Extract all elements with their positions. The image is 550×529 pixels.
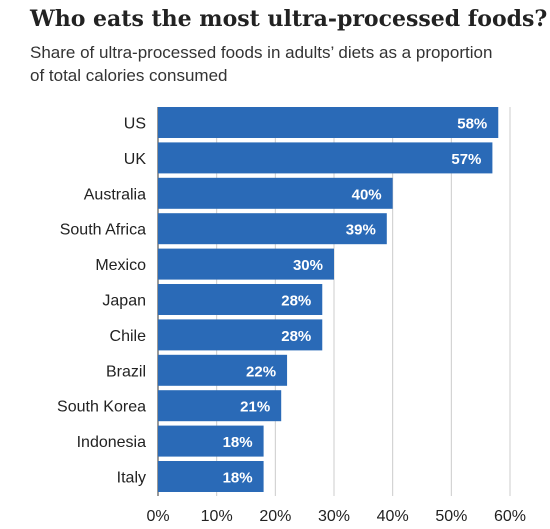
x-tick-label: 20% [259, 508, 291, 525]
x-tick-label: 40% [377, 508, 409, 525]
category-labels: US UK Australia South Africa Mexico Japan Chil… [57, 116, 146, 487]
x-tick-label: 10% [201, 508, 233, 525]
bar [158, 319, 323, 351]
bar [158, 213, 387, 245]
chart-title: Who eats the most ultra-processed foods? [30, 6, 548, 32]
value-label: 58% [457, 116, 487, 133]
bar [158, 425, 264, 457]
value-label: 21% [240, 399, 270, 416]
x-tick-label: 30% [318, 508, 350, 525]
value-label: 18% [223, 434, 253, 451]
bar [158, 248, 334, 280]
bar [158, 142, 493, 174]
bar [158, 461, 264, 492]
x-tick-label: 0% [146, 508, 169, 525]
category-label: UK [124, 151, 147, 168]
category-label: South Korea [57, 399, 146, 416]
category-label: South Africa [60, 222, 146, 239]
value-label: 57% [451, 151, 481, 168]
value-label: 30% [293, 257, 323, 274]
category-label: Australia [84, 186, 146, 203]
value-label: 18% [223, 470, 253, 487]
x-axis-ticks: 0% 10% 20% 30% 40% 50% 60% [146, 508, 526, 525]
value-label: 39% [346, 222, 376, 239]
value-label: 28% [281, 328, 311, 345]
bars [158, 107, 499, 492]
x-tick-label: 50% [435, 508, 467, 525]
category-label: Mexico [95, 257, 146, 274]
bar [158, 177, 393, 209]
value-labels: 58% 57% 40% 39% 30% 28% 28% 22% 21% 18% 18% [223, 116, 488, 487]
x-tick-label: 60% [494, 508, 526, 525]
category-label: US [124, 116, 146, 133]
value-label: 22% [246, 363, 276, 380]
chart-subtitle: Share of ultra-processed foods in adults… [30, 43, 493, 85]
bar [158, 284, 323, 315]
value-label: 40% [352, 186, 382, 203]
category-label: Chile [110, 328, 147, 345]
bar [158, 354, 288, 386]
category-label: Brazil [106, 363, 146, 380]
bar [158, 107, 499, 138]
value-label: 28% [281, 293, 311, 310]
category-label: Japan [102, 293, 146, 310]
category-label: Italy [117, 470, 146, 487]
category-label: Indonesia [77, 434, 146, 451]
bar [158, 390, 282, 422]
